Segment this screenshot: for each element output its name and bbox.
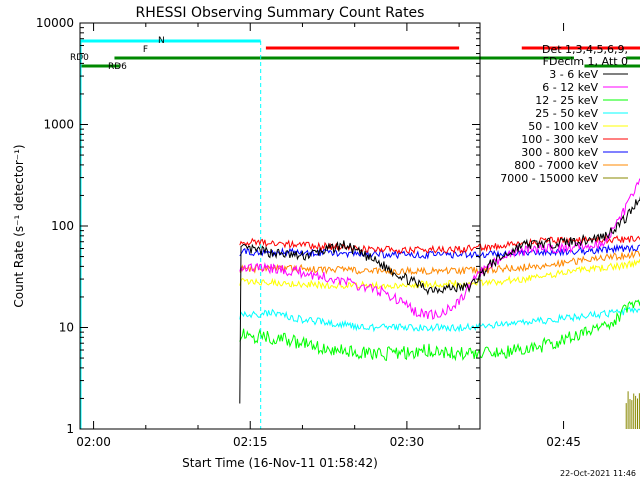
x-tick-label: 02:15 <box>233 435 268 449</box>
y-tick-label: 10000 <box>36 16 74 30</box>
series-line <box>239 299 640 362</box>
legend-entry-label: 800 - 7000 keV <box>514 159 598 172</box>
legend-title-line-2: FDecim 1, Att 0 <box>543 55 628 68</box>
data-series <box>239 178 640 429</box>
x-tick-label: 02:00 <box>76 435 111 449</box>
y-tick-label: 1000 <box>43 118 74 132</box>
series-line <box>239 306 640 333</box>
legend-entry-label: 6 - 12 keV <box>542 81 598 94</box>
flag-label: N <box>158 36 165 46</box>
y-tick-label: 10 <box>59 321 74 335</box>
legend-entry-label: 300 - 800 keV <box>521 146 598 159</box>
flag-label: F <box>143 45 148 55</box>
x-tick-label: 02:45 <box>546 435 581 449</box>
legend-entry-label: 25 - 50 keV <box>535 107 598 120</box>
axes: 02:0002:1502:3002:4503:0003:1503:3011010… <box>36 16 581 449</box>
legend-entry-label: 100 - 300 keV <box>521 133 598 146</box>
legend-entry-label: 7000 - 15000 keV <box>500 172 598 185</box>
legend-entry-label: 12 - 25 keV <box>535 94 598 107</box>
series-line <box>239 234 640 255</box>
legend-title-line-1: Det 1,3,4,5,6,9, <box>542 43 628 56</box>
chart-title: RHESSI Observing Summary Count Rates <box>136 5 425 21</box>
series-line <box>239 178 640 320</box>
legend-entry-label: 3 - 6 keV <box>549 68 598 81</box>
series-line <box>239 250 640 276</box>
x-axis-label: Start Time (16-Nov-11 01:58:42) <box>182 456 378 470</box>
series-line <box>239 258 640 290</box>
timestamp: 22-Oct-2021 11:46 <box>560 469 636 478</box>
x-tick-label: 02:30 <box>390 435 425 449</box>
legend-entry-label: 50 - 100 keV <box>528 120 598 133</box>
legend: Det 1,3,4,5,6,9, FDecim 1, Att 0 3 - 6 k… <box>500 43 628 185</box>
y-tick-label: 1 <box>66 422 74 436</box>
y-axis-label: Count Rate (s⁻¹ detector⁻¹) <box>12 144 26 307</box>
y-tick-label: 100 <box>51 219 74 233</box>
series-line <box>239 196 640 404</box>
plot-frame <box>79 22 481 430</box>
flag-label: RD6 <box>108 62 127 72</box>
